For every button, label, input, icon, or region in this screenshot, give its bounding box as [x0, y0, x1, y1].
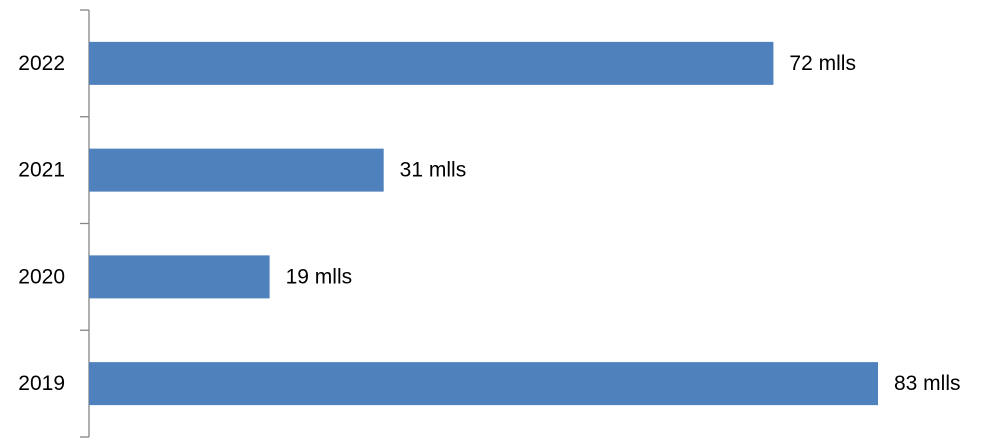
data-label: 31 mlls [400, 159, 467, 182]
bar-2021 [89, 148, 384, 192]
data-label: 19 mlls [286, 265, 353, 288]
bar-2019 [89, 362, 878, 406]
bar-2022 [89, 41, 774, 85]
y-tick-label: 2020 [18, 265, 65, 288]
y-axis [80, 9, 90, 438]
y-tick-label: 2022 [18, 52, 65, 75]
labels: 2022 72 mlls 2021 31 mlls 2020 19 mlls 2019 83 … [18, 52, 960, 395]
bar-2020 [89, 255, 270, 299]
data-label: 72 mlls [789, 52, 856, 75]
y-tick-label: 2019 [18, 372, 65, 395]
data-label: 83 mlls [894, 372, 961, 395]
y-tick-label: 2021 [18, 159, 65, 182]
bars [89, 41, 878, 406]
